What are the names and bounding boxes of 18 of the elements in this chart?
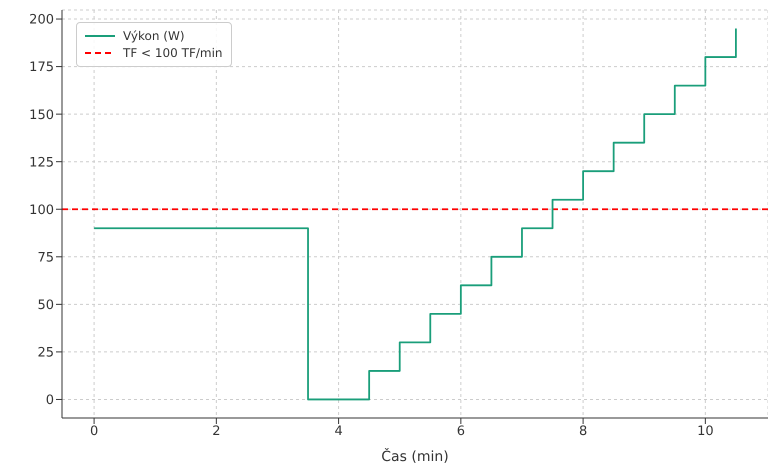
y-tick-label: 25 [37, 346, 54, 361]
legend-label: TF < 100 TF/min [123, 46, 223, 60]
y-tick-label: 100 [29, 202, 54, 218]
x-tick-label: 6 [456, 424, 465, 440]
x-tick-label: 0 [90, 424, 98, 440]
x-tick-label: 2 [212, 424, 220, 440]
y-tick-label: 125 [29, 155, 54, 170]
y-tick-label: 200 [29, 12, 54, 28]
y-tick-label: 50 [37, 298, 54, 313]
y-tick-label: 175 [29, 60, 54, 76]
y-tick-label: 0 [46, 393, 54, 408]
y-tick-label: 75 [37, 250, 54, 266]
x-axis-title: Čas (min) [381, 448, 449, 465]
x-tick-label: 10 [697, 424, 714, 440]
y-tick-label: 150 [29, 108, 54, 123]
legend-label: Výkon (W) [123, 29, 184, 43]
x-tick-label: 4 [334, 424, 343, 440]
x-tick-label: 8 [578, 424, 588, 440]
